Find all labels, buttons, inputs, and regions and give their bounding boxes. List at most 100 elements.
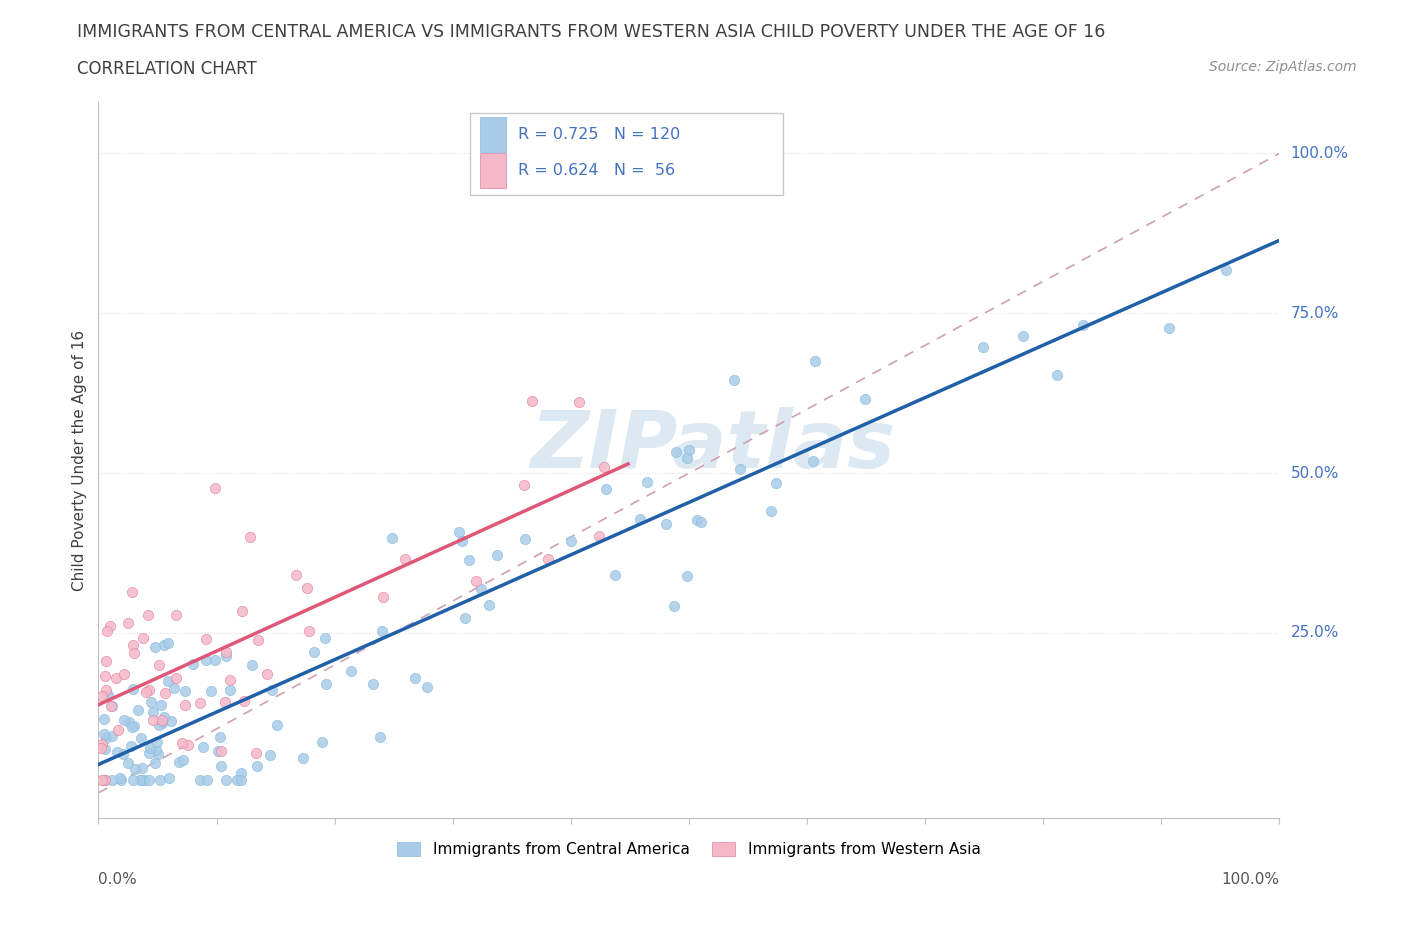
Point <box>165 607 187 622</box>
Point <box>1071 318 1094 333</box>
Point <box>162 681 184 696</box>
Point <box>477 598 499 613</box>
Point <box>266 718 288 733</box>
Point <box>177 737 200 752</box>
Point <box>603 568 626 583</box>
Point <box>90 689 112 704</box>
Point <box>804 354 827 369</box>
Point <box>101 773 124 788</box>
Point <box>167 755 190 770</box>
Point <box>662 599 685 614</box>
Point <box>117 755 139 770</box>
Point <box>131 730 153 745</box>
Point <box>225 773 247 788</box>
Point <box>91 737 114 751</box>
Legend: Immigrants from Central America, Immigrants from Western Asia: Immigrants from Central America, Immigra… <box>398 843 980 857</box>
Point <box>124 645 146 660</box>
Y-axis label: Child Poverty Under the Age of 16: Child Poverty Under the Age of 16 <box>72 330 87 591</box>
Point <box>204 481 226 496</box>
Point <box>132 631 155 645</box>
Point <box>297 624 319 639</box>
Point <box>96 624 118 639</box>
Point <box>112 747 135 762</box>
Point <box>1046 367 1069 382</box>
Point <box>678 442 700 457</box>
Point <box>371 590 394 604</box>
Point <box>765 475 787 490</box>
Point <box>447 525 470 539</box>
Point <box>100 698 122 713</box>
Point <box>122 682 145 697</box>
Point <box>218 682 240 697</box>
Point <box>170 736 193 751</box>
Point <box>229 773 252 788</box>
Point <box>208 730 231 745</box>
Point <box>93 726 115 741</box>
Point <box>94 741 117 756</box>
Point <box>148 717 170 732</box>
Point <box>394 551 416 566</box>
Text: R = 0.624   N =  56: R = 0.624 N = 56 <box>517 163 675 178</box>
Point <box>218 672 240 687</box>
Point <box>150 712 173 727</box>
Text: CORRELATION CHART: CORRELATION CHART <box>77 60 257 78</box>
Point <box>128 773 150 788</box>
Point <box>139 741 162 756</box>
Point <box>122 719 145 734</box>
Point <box>759 503 782 518</box>
Point <box>204 653 226 668</box>
Point <box>153 685 176 700</box>
Point <box>730 461 752 476</box>
Point <box>124 762 146 777</box>
Point <box>1215 263 1237 278</box>
Point <box>723 373 745 388</box>
Point <box>801 454 824 469</box>
Point <box>628 512 651 526</box>
Point <box>262 683 284 698</box>
Point <box>370 624 392 639</box>
Point <box>972 339 994 354</box>
Text: Source: ZipAtlas.com: Source: ZipAtlas.com <box>1209 60 1357 74</box>
Point <box>215 773 238 788</box>
Point <box>150 715 173 730</box>
Point <box>209 744 232 759</box>
Text: 100.0%: 100.0% <box>1291 146 1348 161</box>
Point <box>207 744 229 759</box>
Point <box>195 631 218 646</box>
Point <box>513 531 536 546</box>
Point <box>96 683 118 698</box>
Point <box>292 751 315 765</box>
Point <box>209 759 232 774</box>
Point <box>195 773 218 788</box>
Point <box>90 740 112 755</box>
Point <box>139 695 162 710</box>
Point <box>215 644 238 659</box>
Point <box>470 581 492 596</box>
Point <box>340 664 363 679</box>
Point <box>94 773 117 788</box>
Point <box>97 688 120 703</box>
Point <box>172 752 194 767</box>
Point <box>361 676 384 691</box>
Point <box>676 450 699 465</box>
Point <box>108 771 131 786</box>
Text: R = 0.725   N = 120: R = 0.725 N = 120 <box>517 127 681 142</box>
Point <box>138 773 160 788</box>
Point <box>146 746 169 761</box>
Text: 25.0%: 25.0% <box>1291 626 1339 641</box>
Point <box>685 512 707 527</box>
Point <box>381 531 404 546</box>
Point <box>588 529 610 544</box>
Point <box>593 459 616 474</box>
Point <box>246 758 269 773</box>
Point <box>131 773 153 788</box>
Point <box>165 671 187 685</box>
Point <box>94 730 117 745</box>
Point <box>315 677 337 692</box>
Bar <box>479 153 506 188</box>
Point <box>105 745 128 760</box>
Point <box>690 515 713 530</box>
Point <box>853 392 876 406</box>
Point <box>90 773 112 788</box>
Point <box>153 637 176 652</box>
